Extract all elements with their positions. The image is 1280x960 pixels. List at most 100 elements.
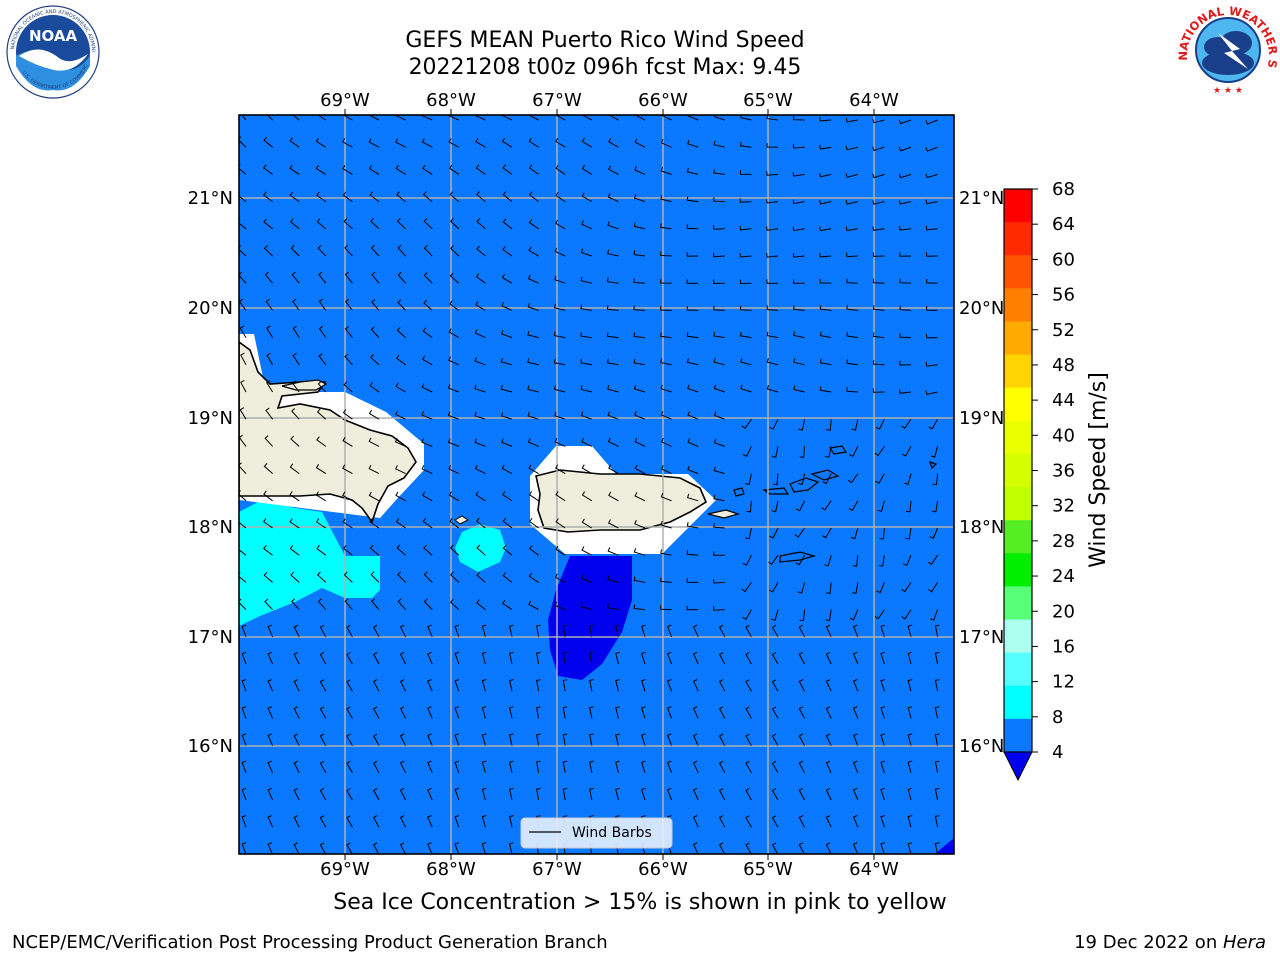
wind-barb <box>501 438 513 447</box>
wind-barb <box>741 582 752 593</box>
wind-barb <box>447 438 459 447</box>
wind-barb <box>666 733 673 746</box>
wind-barb <box>793 358 805 366</box>
wind-barb <box>798 419 806 431</box>
wind-barb <box>899 360 912 366</box>
wind-barb <box>641 760 646 773</box>
wind-barb <box>447 411 459 420</box>
wind-barb <box>528 572 539 583</box>
wind-barb <box>771 815 779 828</box>
wind-barb <box>745 652 752 665</box>
wind-barb <box>264 271 273 284</box>
wind-barb <box>449 164 460 175</box>
wind-barb <box>427 842 433 854</box>
lon-label-bottom: 67°W <box>532 859 582 880</box>
wind-barb <box>422 327 433 339</box>
wind-barb <box>852 624 859 637</box>
wind-barb <box>554 438 566 447</box>
wind-barb <box>454 787 460 801</box>
wind-barb <box>476 544 486 556</box>
noaa-logo-text: NOAA <box>29 27 78 45</box>
wind-barb <box>880 842 885 854</box>
lat-label-left: 18°N <box>188 517 233 538</box>
wind-barb <box>319 842 327 854</box>
wind-barb <box>660 605 672 611</box>
wind-barb <box>289 545 300 556</box>
wind-barb <box>687 411 699 420</box>
wind-barb <box>926 278 938 284</box>
wind-barb <box>718 651 726 665</box>
wind-barb <box>293 842 300 854</box>
wind-barb <box>615 787 620 801</box>
wind-barb <box>686 252 699 257</box>
wind-barb <box>742 554 752 566</box>
colorbar-tick-label: 8 <box>1052 707 1063 728</box>
wind-barb <box>450 571 460 583</box>
wind-barb <box>448 138 460 148</box>
wind-barb <box>660 411 672 420</box>
wind-barb <box>872 173 885 179</box>
wind-barb <box>934 815 940 828</box>
wind-barb <box>395 518 406 529</box>
wind-barb <box>422 491 433 502</box>
wind-barb <box>934 733 940 746</box>
wind-barb <box>825 679 832 692</box>
wind-barb <box>481 815 487 828</box>
wind-barb <box>580 602 592 611</box>
lat-label-right: 20°N <box>959 298 1004 319</box>
nws-logo: NATIONAL WEATHER SERVICE ★ ★ ★ <box>1178 3 1278 96</box>
wind-barb <box>319 733 327 746</box>
wind-barb <box>369 544 380 556</box>
wind-barb <box>793 305 805 311</box>
wind-barb <box>739 305 752 311</box>
wind-barb <box>771 500 779 513</box>
wind-barb <box>692 679 699 692</box>
wind-barb <box>745 733 752 746</box>
wind-barb <box>615 679 620 692</box>
wind-barb <box>792 226 805 232</box>
wind-barb <box>925 173 938 179</box>
wind-barb <box>454 651 460 665</box>
wind-barb <box>930 446 939 458</box>
wind-barb <box>742 446 752 457</box>
wind-barb <box>798 787 806 801</box>
wind-barb <box>826 582 832 594</box>
wind-barb <box>344 298 353 311</box>
wind-barb <box>825 815 832 828</box>
wind-barb <box>798 760 806 774</box>
wind-barb <box>581 164 593 175</box>
wind-barb <box>454 706 460 719</box>
wind-barb <box>528 137 539 148</box>
colorbar-tick-label: 48 <box>1052 355 1075 376</box>
wind-barb <box>265 298 274 311</box>
wind-barb <box>901 446 912 457</box>
wind-barb <box>852 842 859 854</box>
wind-barb <box>792 253 805 258</box>
wind-barb <box>502 191 513 202</box>
wind-barb <box>422 191 433 202</box>
wind-barb <box>589 706 594 719</box>
wind-barb <box>713 332 725 339</box>
wind-barb <box>898 119 912 125</box>
wind-barb <box>319 652 327 665</box>
wind-barb <box>798 473 806 486</box>
wind-barb <box>396 354 406 366</box>
lat-label-left: 19°N <box>188 408 233 429</box>
wind-barb <box>581 464 593 475</box>
wind-barb <box>399 624 407 638</box>
wind-barb <box>509 624 514 637</box>
wind-barb <box>399 760 407 774</box>
wind-barb <box>450 245 460 257</box>
wind-barb <box>554 411 566 420</box>
wind-barb <box>692 787 699 801</box>
wind-barb <box>316 408 327 420</box>
wind-barb <box>713 169 725 175</box>
wind-barb <box>239 325 247 338</box>
wind-barb <box>766 115 779 121</box>
wind-barb <box>718 760 726 774</box>
wind-barb <box>872 252 885 257</box>
wind-barb <box>872 305 885 311</box>
wind-barb <box>607 385 619 393</box>
wind-barb <box>318 325 327 338</box>
wind-barb <box>769 527 779 539</box>
